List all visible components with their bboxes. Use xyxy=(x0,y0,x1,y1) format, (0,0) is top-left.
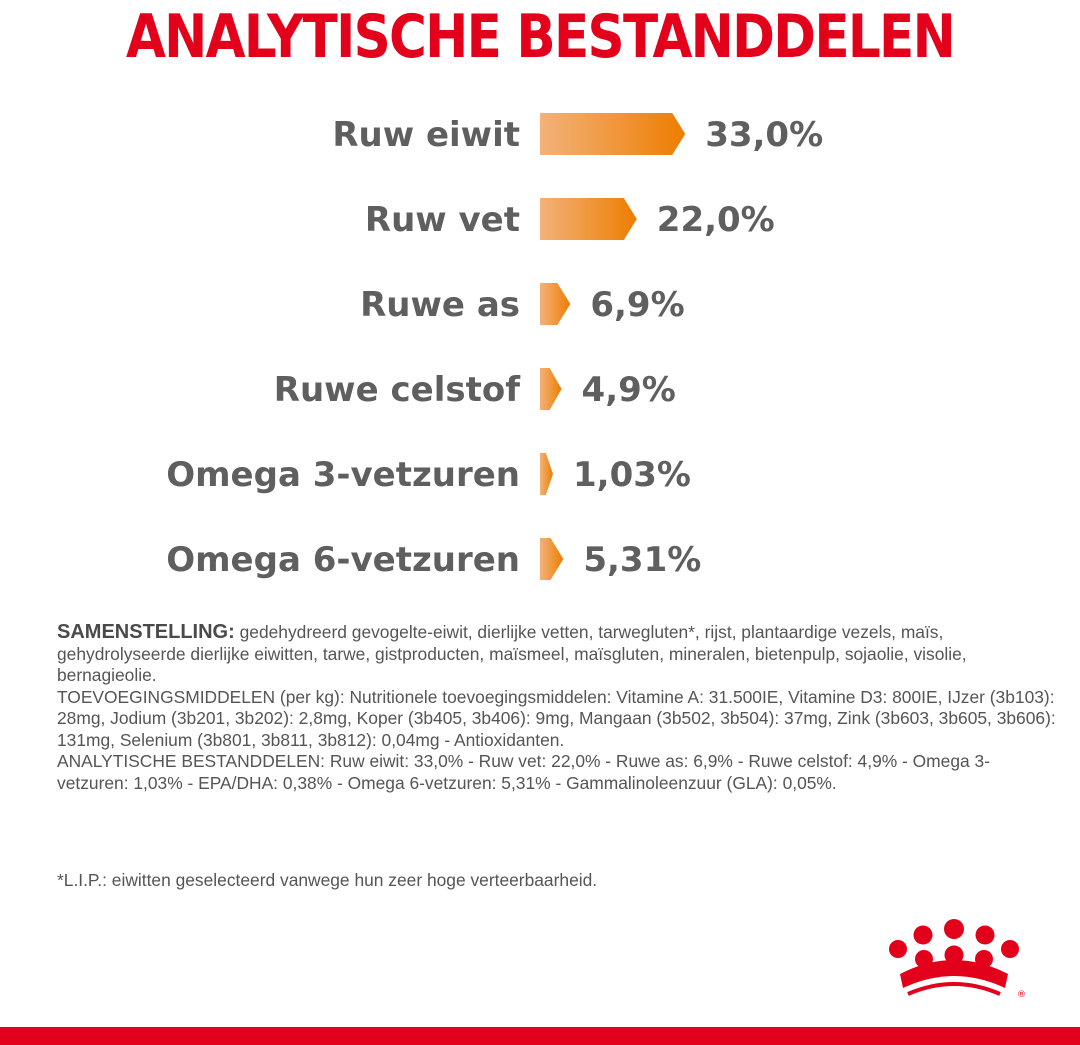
bar-label: Omega 3-vetzuren xyxy=(166,455,520,495)
bar xyxy=(540,538,564,580)
value-label: 6,9% xyxy=(590,285,684,325)
bottom-brand-stripe xyxy=(0,1027,1080,1045)
value-label: 33,0% xyxy=(705,115,823,155)
bar xyxy=(540,453,553,495)
bar-label: Ruw eiwit xyxy=(332,115,520,155)
value-label: 4,9% xyxy=(582,370,676,410)
bar xyxy=(540,283,571,325)
bar xyxy=(540,198,637,240)
bar-label: Omega 6-vetzuren xyxy=(166,540,520,580)
crown-icon: ® xyxy=(889,919,1026,1000)
additives-text: TOEVOEGINGSMIDDELEN (per kg): Nutritione… xyxy=(57,686,1056,750)
svg-text:®: ® xyxy=(1017,990,1026,1000)
value-label: 5,31% xyxy=(583,540,701,580)
nutrient-bar-chart: Ruw eiwit 33,0% Ruw vet 22,0% Ruwe as 6,9% Ruw… xyxy=(166,113,823,580)
composition-block: SAMENSTELLING: gedehydreerd gevogelte-ei… xyxy=(57,621,1057,794)
bar-label: Ruwe as xyxy=(360,285,520,325)
page-title: ANALYTISCHE BESTANDDELEN xyxy=(125,2,956,72)
ingredients-paragraph: SAMENSTELLING: gedehydreerd gevogelte-ei… xyxy=(57,621,1057,687)
bar-label: Ruw vet xyxy=(365,200,520,240)
bar-label: Ruwe celstof xyxy=(274,370,521,410)
footnote: *L.I.P.: eiwitten geselecteerd vanwege h… xyxy=(57,870,598,890)
analysis-text: ANALYTISCHE BESTANDDELEN: Ruw eiwit: 33,… xyxy=(57,751,990,793)
value-label: 1,03% xyxy=(573,455,691,495)
bar xyxy=(540,368,562,410)
value-label: 22,0% xyxy=(657,200,775,240)
composition-heading: SAMENSTELLING: xyxy=(57,621,235,643)
bar xyxy=(540,113,686,155)
ingredients-text: gedehydreerd gevogelte-eiwit, dierlijke … xyxy=(57,622,967,685)
